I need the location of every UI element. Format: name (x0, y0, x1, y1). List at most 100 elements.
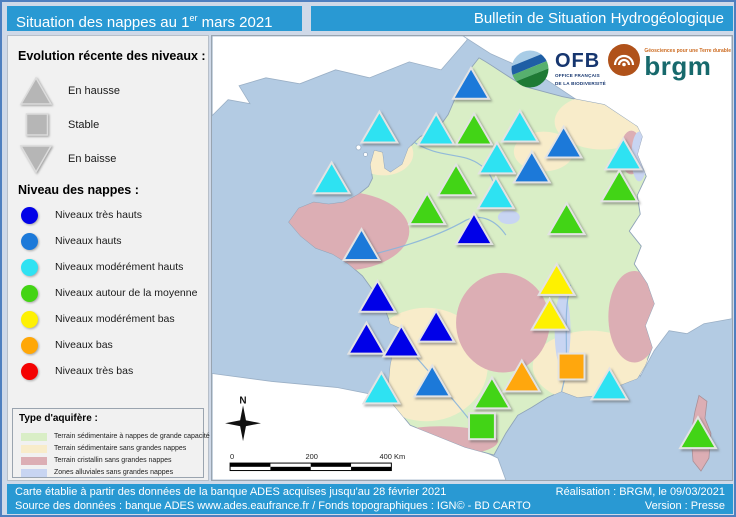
ofb-subtitle-line1: OFFICE FRANÇAIS (555, 73, 600, 78)
level-color-dot (21, 362, 38, 380)
legend-level-label: Niveaux bas (55, 339, 113, 351)
ofb-subtitle-line2: DE LA BIODIVERSITÉ (555, 80, 606, 86)
map-marker-mod_hauts-hausse (477, 140, 517, 175)
legend-level-label: Niveaux très hauts (55, 209, 142, 221)
brgm-logo-icon (608, 44, 641, 76)
legend-level-label: Niveaux hauts (55, 235, 122, 247)
legend-level-label: Niveaux très bas (55, 365, 134, 377)
legend-level-item: Niveaux hauts (8, 228, 208, 254)
legend-aquifer-label: Zones alluviales sans grandes nappes (54, 469, 174, 476)
header-title-left-text: Situation des nappes au 1 (16, 14, 190, 31)
legend-levels-items: Niveaux très hauts Niveaux hauts Niveaux m… (8, 202, 208, 384)
footer: Carte établie à partir des données de la… (7, 484, 733, 514)
triangle-down-icon (19, 145, 53, 174)
map-marker-mod_hauts-hausse (416, 111, 456, 146)
footer-right: Réalisation : BRGM, le 09/03/2021 Versio… (556, 485, 725, 513)
legend-aquifer-item: Terrain sédimentaire sans grandes nappes (13, 443, 203, 454)
map-marker-moyenne-hausse (546, 201, 587, 236)
aquifer-color-swatch (21, 432, 47, 441)
map-marker-hauts-hausse (512, 149, 552, 184)
scale-bar: 0 200 400 Km (229, 452, 406, 472)
map-marker-moyenne-hausse (454, 111, 494, 146)
ofb-acronym: OFB (555, 50, 601, 72)
map-panel: N 0 200 400 Km (211, 35, 733, 481)
map-marker-mod_hauts-hausse (589, 366, 630, 401)
legend-aquifer-title: Type d'aquifère : (19, 413, 98, 424)
triangle-up-icon (19, 76, 53, 105)
header-title-right: Bulletin de Situation Hydrogéologique (311, 6, 733, 31)
channel-island (363, 152, 368, 157)
header-title-left: Situation des nappes au 1er mars 2021 (7, 6, 302, 31)
map-marker-mod_hauts-hausse (603, 136, 643, 171)
map-marker-tres_hauts-hausse (381, 323, 421, 358)
aquifer-color-swatch (21, 456, 47, 465)
map-marker-hauts-hausse (451, 65, 491, 100)
header-title-right-text: Bulletin de Situation Hydrogéologique (473, 10, 724, 27)
legend-level-item: Niveaux très bas (8, 358, 208, 384)
logos-area: OFB OFFICE FRANÇAIS DE LA BIODIVERSITÉ G… (505, 41, 731, 99)
map-marker-mod_hauts-hausse (361, 370, 402, 405)
map-marker-tres_hauts-hausse (416, 308, 456, 343)
legend-evolution-item: En hausse (8, 74, 208, 108)
map-marker-moyenne-hausse (678, 415, 718, 450)
legend-evolution-label: En baisse (68, 153, 117, 165)
legend-aquifer-item: Zones alluviales sans grandes nappes (13, 467, 203, 478)
legend-aquifer-label: Terrain cristallin sans grandes nappes (54, 457, 172, 464)
legend-evolution-item: Stable (8, 108, 208, 142)
map-marker-hauts-hausse (341, 227, 382, 261)
legend-evolution-label: En hausse (68, 85, 120, 97)
map-marker-moyenne-hausse (599, 168, 639, 203)
legend-panel: Evolution récente des niveaux : En hauss… (7, 35, 210, 481)
svg-text:400 Km: 400 Km (380, 452, 406, 461)
legend-evolution-title: Evolution récente des niveaux : (18, 49, 206, 63)
ofb-logo-text: OFB OFFICE FRANÇAIS DE LA BIODIVERSITÉ (555, 51, 608, 86)
map-marker-mod_hauts-hausse (311, 160, 352, 195)
legend-level-item: Niveaux très hauts (8, 202, 208, 228)
footer-line1: Carte établie à partir des données de la… (15, 486, 447, 498)
brgm-tagline: Géosciences pour une Terre durable (644, 48, 731, 54)
map-marker-bas-stable (557, 352, 586, 381)
footer-left: Carte établie à partir des données de la… (15, 485, 531, 513)
legend-level-item: Niveaux bas (8, 332, 208, 358)
svg-text:0: 0 (230, 452, 234, 461)
svg-text:200: 200 (306, 452, 318, 461)
svg-text:N: N (239, 395, 246, 406)
level-color-dot (21, 232, 38, 250)
map-marker-tres_hauts-hausse (454, 211, 494, 246)
legend-evolution-item: En baisse (8, 142, 208, 176)
legend-aquifer-label: Terrain sédimentaire à nappes de grande … (54, 433, 210, 440)
brgm-name: brgm (644, 51, 712, 81)
map-marker-moyenne-hausse (472, 375, 512, 410)
footer-line2: Source des données : banque ADES www.ade… (15, 500, 531, 512)
header-title-left-suffix: mars 2021 (197, 14, 273, 31)
map-marker-hauts-hausse (543, 124, 584, 159)
map-marker-moyenne-hausse (407, 191, 447, 226)
map-marker-moyenne-hausse (436, 162, 476, 197)
level-color-dot (21, 206, 38, 224)
legend-aquifer-label: Terrain sédimentaire sans grandes nappes (54, 445, 187, 452)
legend-evolution-label: Stable (68, 119, 100, 131)
legend-aquifer-item: Terrain sédimentaire à nappes de grande … (13, 431, 210, 442)
header-title-left-sup: er (189, 13, 198, 23)
france-map: N 0 200 400 Km (212, 36, 732, 480)
legend-aquifer-item: Terrain cristallin sans grandes nappes (13, 455, 203, 466)
map-marker-mod_bas-hausse (530, 296, 570, 331)
level-color-dot (21, 284, 38, 302)
map-marker-hauts-hausse (412, 363, 452, 398)
footer-version: Version : Presse (644, 500, 725, 512)
ofb-logo-icon (511, 50, 549, 88)
legend-levels-title: Niveau des nappes : (18, 183, 139, 197)
legend-level-item: Niveaux autour de la moyenne (8, 280, 208, 306)
legend-aquifer-items: Terrain sédimentaire à nappes de grande … (13, 430, 210, 478)
map-marker-moyenne-stable (468, 412, 496, 441)
legend-level-item: Niveaux modérément hauts (8, 254, 208, 280)
map-marker-mod_hauts-hausse (500, 108, 540, 143)
map-marker-tres_hauts-hausse (357, 278, 398, 313)
legend-level-item: Niveaux modérément bas (8, 306, 208, 332)
aquifer-color-swatch (21, 444, 47, 453)
legend-aquifer-box: Type d'aquifère : Terrain sédimentaire à… (12, 408, 210, 478)
east-landmass (462, 36, 732, 378)
legend-level-label: Niveaux modérément bas (55, 313, 175, 325)
footer-realisation: Réalisation : BRGM, le 09/03/2021 (555, 486, 725, 498)
